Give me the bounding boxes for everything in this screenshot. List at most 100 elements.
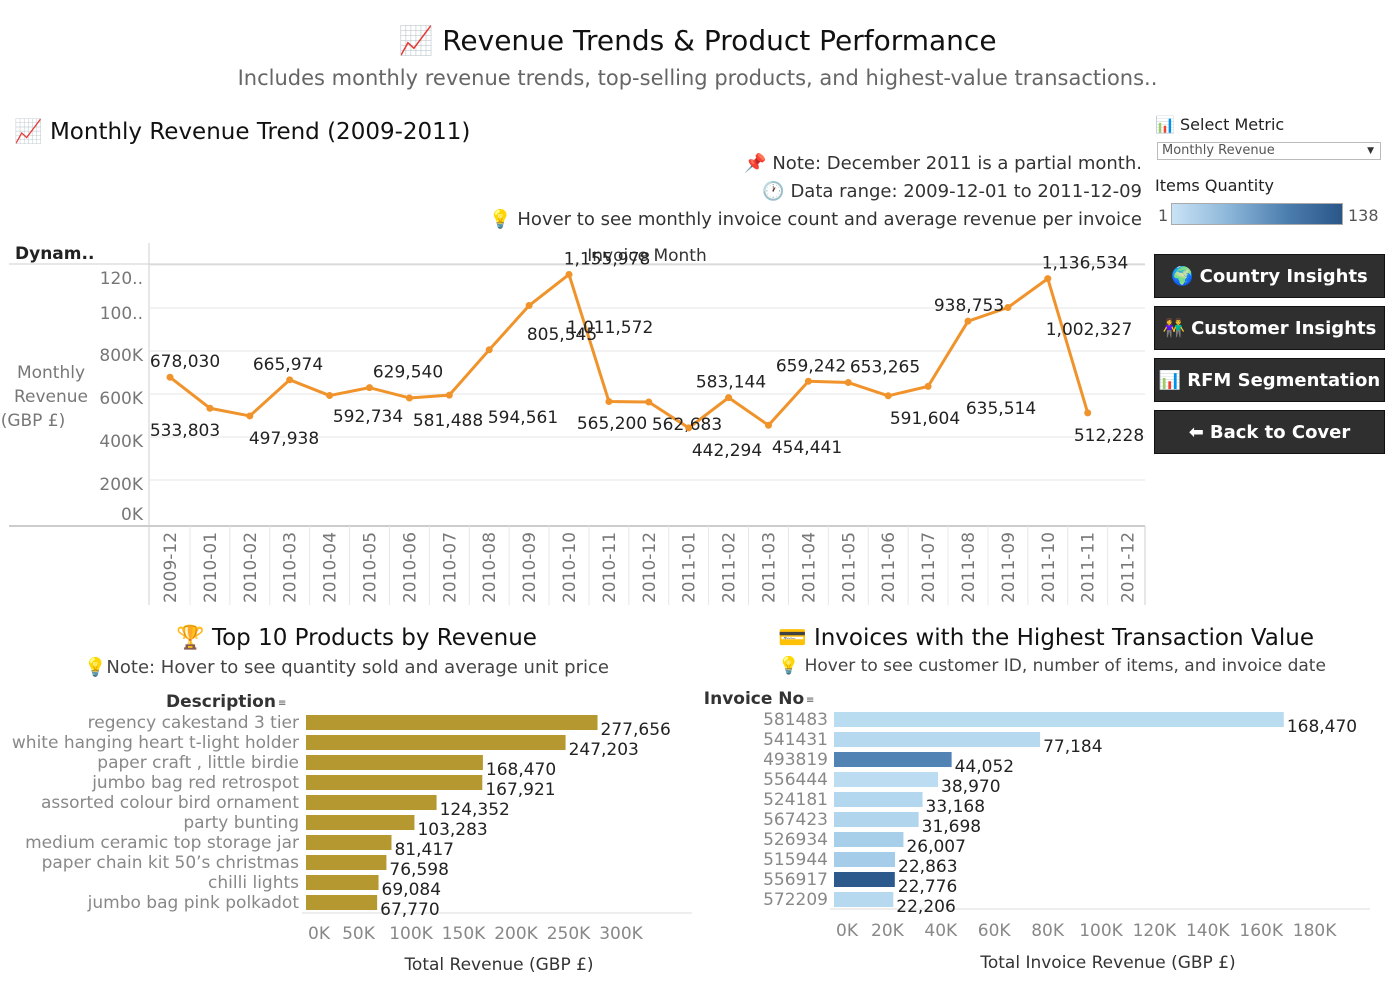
- y-tick-label: 0K: [121, 505, 144, 525]
- y-axis-label-line2: Revenue: [14, 387, 88, 407]
- y-tick-label: 100..: [100, 304, 143, 324]
- x-tick-label: 2010-01: [201, 532, 221, 603]
- revenue-point[interactable]: [804, 377, 812, 385]
- revenue-data-label: 454,441: [772, 438, 842, 458]
- rfm-segmentation-label: RFM Segmentation: [1187, 369, 1381, 391]
- revenue-data-label: 635,514: [966, 399, 1036, 419]
- y-tick-label: 800K: [99, 346, 143, 366]
- customer-insights-button[interactable]: 👫 Customer Insights: [1154, 306, 1385, 350]
- select-metric-label: 📊 Select Metric: [1155, 115, 1285, 134]
- row-header: Dynam..: [15, 244, 94, 264]
- revenue-data-label: 1,136,534: [1042, 254, 1129, 274]
- x-tick-label: 2011-09: [999, 532, 1019, 603]
- revenue-data-label: 659,242: [776, 356, 846, 376]
- revenue-data-label: 1,155,978: [564, 249, 651, 269]
- x-tick-label: 2011-01: [680, 532, 700, 603]
- partial-month-note: 📌 Note: December 2011 is a partial month…: [744, 153, 1142, 174]
- revenue-data-label: 653,265: [850, 358, 920, 378]
- revenue-data-label: 565,200: [577, 414, 647, 434]
- page-subtitle: Includes monthly revenue trends, top-sel…: [237, 66, 1158, 90]
- people-icon: 👫: [1162, 317, 1186, 339]
- back-to-cover-button[interactable]: ⬅ Back to Cover: [1154, 410, 1385, 454]
- revenue-data-label: 581,488: [413, 411, 483, 431]
- revenue-point[interactable]: [1004, 303, 1012, 311]
- page-title: 📈 Revenue Trends & Product Performance: [398, 24, 997, 57]
- x-tick-label: 2011-08: [959, 532, 979, 603]
- x-tick-label: 2011-06: [879, 532, 899, 603]
- revenue-point[interactable]: [206, 404, 214, 412]
- x-tick-label: 2010-05: [361, 532, 381, 603]
- hover-tip-note: 💡 Hover to see monthly invoice count and…: [489, 209, 1142, 230]
- revenue-data-label: 594,561: [488, 408, 558, 428]
- metric-dropdown-value: Monthly Revenue: [1162, 143, 1275, 158]
- revenue-series-line: [169, 272, 1090, 430]
- rfm-segmentation-button[interactable]: 📊 RFM Segmentation: [1154, 358, 1385, 402]
- y-tick-label: 200K: [99, 475, 143, 495]
- x-tick-label: 2011-02: [720, 532, 740, 603]
- column-header: Invoice Month: [587, 246, 706, 266]
- back-to-cover-label: Back to Cover: [1209, 421, 1351, 443]
- metric-dropdown[interactable]: Monthly Revenue ▼: [1157, 142, 1381, 160]
- revenue-point[interactable]: [326, 392, 334, 400]
- products-chart-note: 💡Note: Hover to see quantity sold and av…: [84, 657, 609, 678]
- products-chart-title: 🏆 Top 10 Products by Revenue: [176, 625, 537, 651]
- color-legend-ramp: [1171, 203, 1343, 225]
- country-insights-label: Country Insights: [1199, 265, 1368, 287]
- x-tick-label: 2010-06: [400, 532, 420, 603]
- revenue-data-label: 583,144: [696, 373, 766, 393]
- x-tick-label: 2011-07: [919, 532, 939, 603]
- x-tick-label: 2010-12: [640, 532, 660, 603]
- invoices-chart-note: 💡 Hover to see customer ID, number of it…: [778, 656, 1326, 676]
- x-tick-label: 2010-11: [600, 532, 620, 603]
- revenue-point[interactable]: [166, 373, 174, 381]
- revenue-point[interactable]: [1044, 275, 1052, 283]
- revenue-point[interactable]: [884, 392, 892, 400]
- x-tick-label: 2010-03: [281, 532, 301, 603]
- country-insights-button[interactable]: 🌍 Country Insights: [1154, 254, 1385, 298]
- revenue-point[interactable]: [645, 398, 653, 406]
- y-tick-label: 400K: [99, 432, 143, 452]
- invoices-chart-title: 💳 Invoices with the Highest Transaction …: [778, 625, 1315, 651]
- x-tick-label: 2009-12: [161, 532, 181, 603]
- x-tick-label: 2011-03: [760, 532, 780, 603]
- revenue-point[interactable]: [725, 394, 733, 402]
- revenue-data-label: 938,753: [934, 296, 1004, 316]
- revenue-point[interactable]: [525, 302, 533, 310]
- chart-icon: 📊: [1158, 369, 1182, 391]
- revenue-point[interactable]: [246, 412, 254, 420]
- revenue-point[interactable]: [685, 424, 693, 432]
- revenue-point[interactable]: [445, 391, 453, 399]
- x-tick-label: 2010-04: [321, 532, 341, 603]
- revenue-data-label: 591,604: [890, 409, 960, 429]
- revenue-data-label: 592,734: [333, 407, 403, 427]
- revenue-data-label: 665,974: [253, 355, 323, 375]
- trend-chart-title: 📈 Monthly Revenue Trend (2009-2011): [14, 119, 471, 145]
- color-legend-max: 138: [1348, 206, 1379, 225]
- color-legend-title: Items Quantity: [1155, 176, 1274, 195]
- revenue-point[interactable]: [565, 270, 573, 278]
- x-tick-label: 2011-05: [839, 532, 859, 603]
- x-tick-label: 2010-09: [520, 532, 540, 603]
- revenue-data-label: 442,294: [692, 441, 762, 461]
- x-tick-label: 2010-08: [480, 532, 500, 603]
- revenue-point[interactable]: [485, 346, 493, 354]
- revenue-point[interactable]: [765, 421, 772, 429]
- revenue-point[interactable]: [286, 376, 294, 384]
- x-tick-label: 2010-02: [241, 532, 261, 603]
- revenue-point[interactable]: [1084, 409, 1092, 417]
- revenue-point[interactable]: [964, 317, 972, 325]
- x-tick-label: 2010-10: [560, 532, 580, 603]
- revenue-data-label: 497,938: [249, 429, 319, 449]
- revenue-point[interactable]: [405, 394, 413, 402]
- revenue-point[interactable]: [844, 379, 852, 387]
- back-arrow-icon: ⬅: [1188, 421, 1204, 443]
- chevron-down-icon: ▼: [1367, 146, 1374, 156]
- data-range-note: 🕐 Data range: 2009-12-01 to 2011-12-09: [762, 181, 1142, 202]
- y-tick-label: 600K: [99, 389, 143, 409]
- y-tick-label: 120..: [100, 269, 143, 289]
- revenue-point[interactable]: [605, 397, 613, 405]
- revenue-data-label: 533,803: [150, 421, 220, 441]
- revenue-point[interactable]: [924, 382, 932, 390]
- revenue-point[interactable]: [366, 384, 373, 392]
